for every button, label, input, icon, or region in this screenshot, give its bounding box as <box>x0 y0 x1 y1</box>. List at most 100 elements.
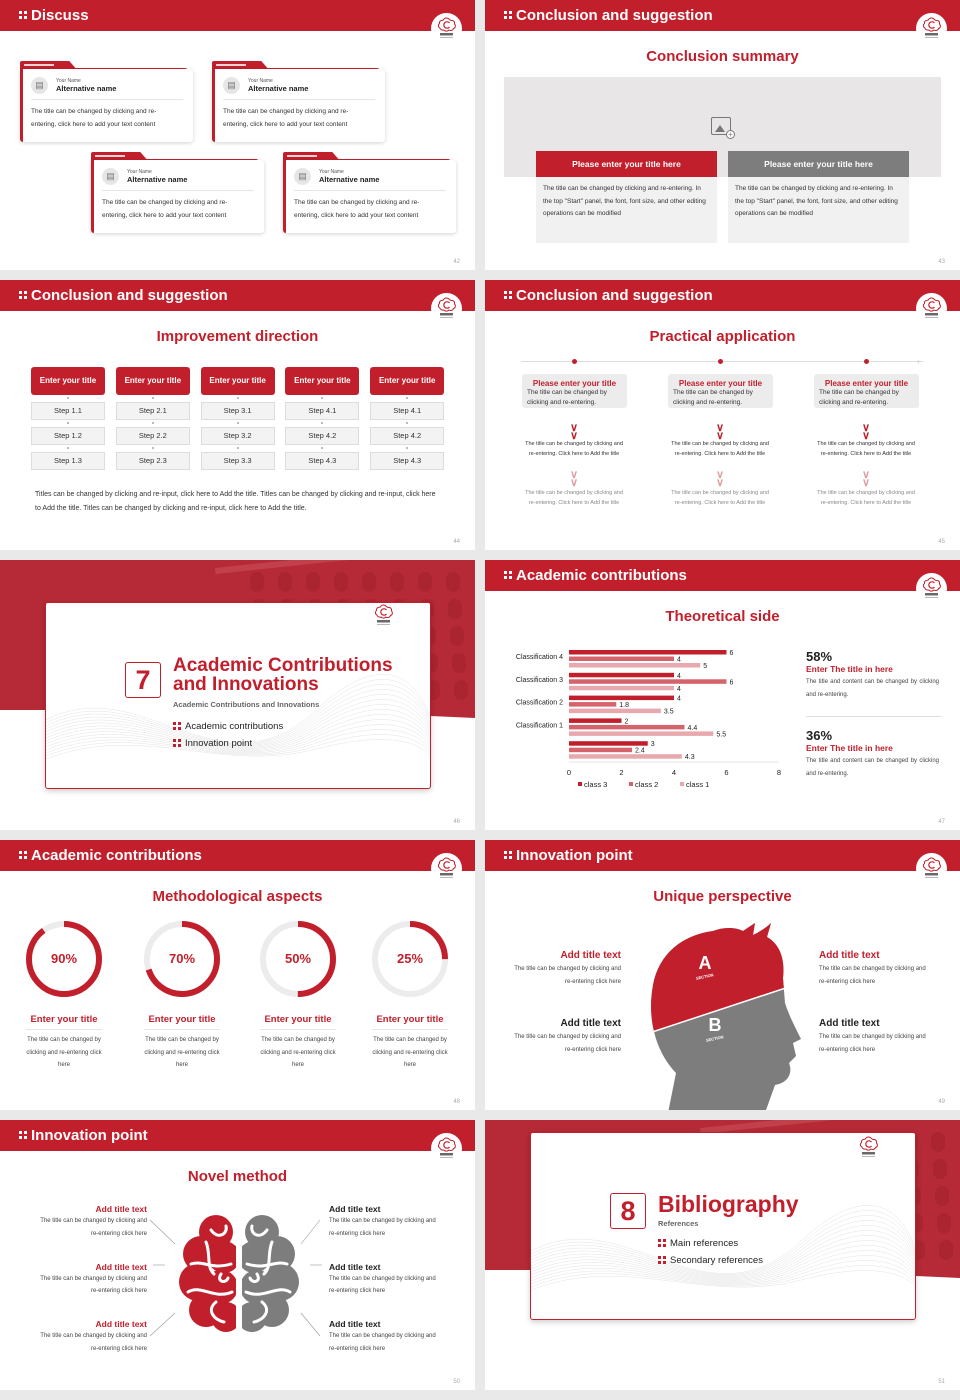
section-item[interactable]: Academic contributions <box>173 721 283 732</box>
gauge-divider <box>372 1029 448 1030</box>
x-tick-label: 0 <box>567 768 571 777</box>
category-label: Classification 1 <box>516 722 563 729</box>
section-divider <box>643 978 813 1036</box>
slide-44[interactable]: Conclusion and suggestion Improvement dir… <box>0 280 475 550</box>
column-title-button[interactable]: Enter your title <box>115 367 190 395</box>
step-box[interactable]: Step 2.1 <box>115 402 190 420</box>
step-box[interactable]: Step 1.2 <box>31 427 105 445</box>
card-tab <box>283 152 341 162</box>
application-box[interactable]: Please enter your title The title can be … <box>522 374 627 408</box>
timeline-arrow-icon: › <box>917 356 920 366</box>
wave-line <box>46 709 430 750</box>
application-text: The title can be changed by clicking and… <box>819 389 899 406</box>
slide-48[interactable]: Academic contributions Methodological asp… <box>0 840 475 1110</box>
perspective-text: The title can be changed by clicking and… <box>819 1034 926 1053</box>
building-window <box>931 1132 945 1152</box>
bullet-dots-icon <box>19 11 27 20</box>
x-tick-label: 8 <box>777 768 781 777</box>
wave-line <box>531 1240 915 1281</box>
profile-card[interactable]: ▤ Your Name Alternative name The title can … <box>283 152 456 233</box>
step-box[interactable]: Step 4.3 <box>285 452 360 470</box>
section-item-label: Academic contributions <box>185 721 284 732</box>
card-text: The title can be changed by clicking and… <box>294 199 420 219</box>
wave-line <box>46 694 430 747</box>
wave-line <box>46 674 430 743</box>
step-box[interactable]: Step 2.2 <box>115 427 190 445</box>
slide-49[interactable]: Innovation point Unique perspective 49 A SEC… <box>485 840 960 1110</box>
step-box[interactable]: Step 4.3 <box>370 452 445 470</box>
summary-box-text: The title can be changed by clicking and… <box>728 177 909 243</box>
progress-label: 90% <box>50 951 78 966</box>
slide-42[interactable]: Discuss 42 ▤ Your Name Alternative name The t… <box>0 0 475 270</box>
step-box[interactable]: Step 4.2 <box>285 427 360 445</box>
brain-right-lobe <box>237 1302 267 1332</box>
section-item[interactable]: Main references <box>658 1238 738 1249</box>
stat-text: The title and content can be changed by … <box>806 758 939 777</box>
card-body: ▤ Your Name Alternative name The title can … <box>283 160 456 233</box>
bar-value-label: 2 <box>625 718 629 725</box>
bullet-dots-icon <box>19 1131 27 1140</box>
brain-illustration <box>179 1212 299 1342</box>
step-box[interactable]: Step 4.1 <box>370 402 445 420</box>
method-text: The title can be changed by clicking and… <box>329 1333 436 1352</box>
profile-card[interactable]: ▤ Your Name Alternative name The title can … <box>20 61 193 142</box>
slide-header-title: Conclusion and suggestion <box>516 287 713 304</box>
building-window <box>446 572 460 592</box>
step-box[interactable]: Step 1.1 <box>31 402 105 420</box>
bar <box>569 724 685 730</box>
application-box[interactable]: Please enter your title The title can be … <box>814 374 919 408</box>
slide-title: Improvement direction <box>156 328 319 345</box>
brain-fold <box>204 1240 216 1276</box>
step-box[interactable]: Step 2.3 <box>115 452 190 470</box>
image-placeholder-icon: ▤ <box>102 168 119 185</box>
step-box[interactable]: Step 4.2 <box>370 427 445 445</box>
brain-fold <box>209 1224 228 1237</box>
section-letter: B <box>709 1015 722 1035</box>
section-item[interactable]: Innovation point <box>173 738 252 749</box>
section-subtitle: Academic Contributions and Innovations <box>173 700 320 709</box>
bar <box>569 741 648 746</box>
step-box[interactable]: Step 1.3 <box>31 452 105 470</box>
connector-line <box>300 1219 321 1245</box>
step-box[interactable]: Step 3.2 <box>200 427 275 445</box>
slide-45[interactable]: Conclusion and suggestion Practical appli… <box>485 280 960 550</box>
column-title-button[interactable]: Enter your title <box>370 367 445 395</box>
slide-47[interactable]: Academic contributions Theoretical side 47… <box>485 560 960 830</box>
profile-card[interactable]: ▤ Your Name Alternative name The title can … <box>91 152 264 233</box>
wave-line <box>46 724 430 753</box>
connector-lines <box>149 1219 322 1337</box>
step-box[interactable]: Step 3.1 <box>200 402 275 420</box>
step-box[interactable]: Step 3.3 <box>200 452 275 470</box>
slide-50[interactable]: Innovation point Novel method 50 Add title … <box>0 1120 475 1390</box>
slide-header: Conclusion and suggestion <box>485 0 960 31</box>
column-title-button[interactable]: Enter your title <box>200 367 275 395</box>
slide-51[interactable]: 51 8 Bibliography References Main references… <box>485 1120 960 1390</box>
brain-fold <box>248 1272 260 1283</box>
bar <box>569 650 727 655</box>
section-item[interactable]: Secondary references <box>658 1255 763 1266</box>
application-text: The title can be changed by clicking and… <box>527 389 607 406</box>
section-title: Bibliography <box>658 1191 799 1217</box>
connector-dot <box>67 447 69 449</box>
add-image-icon[interactable]: + <box>711 117 735 139</box>
card-divider <box>223 99 375 100</box>
section-subtitle: References <box>658 1219 699 1228</box>
slide-43[interactable]: Conclusion and suggestion Conclusion summ… <box>485 0 960 270</box>
progress-ring <box>26 921 102 997</box>
profile-card[interactable]: ▤ Your Name Alternative name The title can … <box>212 61 385 142</box>
slide-46[interactable]: 46 7 Academic Contributions and Innovations… <box>0 560 475 830</box>
application-box[interactable]: Please enter your title The title can be … <box>668 374 773 408</box>
column-title-button[interactable]: Enter your title <box>285 367 360 395</box>
bar <box>569 702 617 707</box>
double-chevron-down-icon: ∨ ∨ <box>715 469 725 489</box>
step-box[interactable]: Step 4.1 <box>285 402 360 420</box>
double-chevron-down-icon: ∨ ∨ <box>861 422 871 442</box>
stat-divider <box>806 716 941 717</box>
section-title: Academic Contributions and Innovations <box>173 656 393 694</box>
application-detail: The title can be changed by clicking and… <box>525 490 623 506</box>
card-text: The title can be changed by clicking and… <box>31 108 157 128</box>
page-number: 49 <box>938 1099 945 1105</box>
card-divider <box>31 99 183 100</box>
column-title-button[interactable]: Enter your title <box>31 367 105 395</box>
card-name: Alternative name <box>56 84 117 93</box>
